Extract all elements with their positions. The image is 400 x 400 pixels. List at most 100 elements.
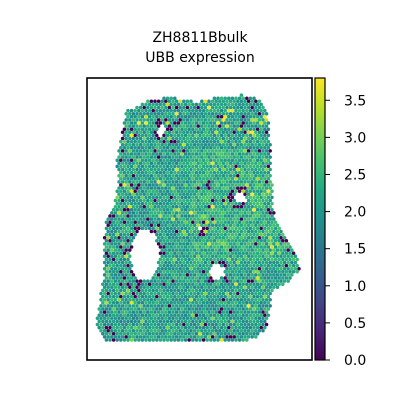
- spot-point: [128, 217, 132, 221]
- spot-point: [239, 316, 244, 321]
- spot-point: [198, 294, 202, 299]
- spot-point: [160, 155, 164, 159]
- spot-point: [252, 313, 256, 317]
- spot-point: [144, 319, 148, 324]
- spot-point: [255, 263, 260, 268]
- spot-point: [122, 226, 127, 231]
- spot-point: [135, 186, 139, 190]
- spot-point: [255, 220, 260, 224]
- spot-point: [207, 99, 211, 104]
- spot-point: [214, 260, 218, 265]
- spot-point: [156, 285, 161, 290]
- spot-point: [187, 263, 191, 268]
- spot-point: [180, 301, 184, 305]
- spot-point: [128, 142, 132, 147]
- spot-point: [158, 139, 163, 144]
- spot-point: [210, 130, 215, 135]
- spot-point: [268, 142, 272, 147]
- spot-point: [117, 335, 121, 339]
- spot-point: [180, 139, 184, 144]
- spot-point: [281, 257, 285, 262]
- spot-point: [214, 167, 218, 172]
- spot-point: [160, 118, 164, 122]
- spot-point: [155, 325, 159, 330]
- spot-point: [151, 127, 155, 131]
- spot-point: [239, 130, 244, 135]
- spot-point: [268, 217, 272, 221]
- spot-point: [218, 149, 222, 153]
- spot-point: [178, 235, 182, 240]
- spot-point: [126, 139, 130, 144]
- spot-point: [212, 226, 217, 231]
- spot-point: [254, 260, 258, 265]
- spot-point: [158, 177, 163, 181]
- spot-point: [174, 198, 179, 203]
- spot-point: [268, 229, 272, 234]
- spot-point: [128, 124, 132, 128]
- spot-point: [239, 285, 244, 290]
- spot-point: [255, 102, 260, 107]
- spot-point: [207, 192, 211, 197]
- spot-point: [205, 313, 209, 317]
- spot-point: [225, 254, 229, 259]
- spot-point: [120, 130, 125, 135]
- spot-point: [227, 177, 231, 181]
- spot-point: [198, 139, 202, 144]
- spot-point: [212, 146, 217, 150]
- spot-point: [111, 276, 116, 280]
- spot-point: [158, 288, 163, 293]
- spot-point: [239, 297, 244, 302]
- spot-point: [185, 161, 190, 166]
- spot-point: [209, 121, 213, 125]
- spot-point: [209, 251, 213, 255]
- spot-point: [124, 136, 128, 141]
- spot-point: [120, 254, 125, 259]
- spot-point: [227, 170, 231, 175]
- spot-point: [115, 158, 119, 162]
- spot-point: [138, 149, 143, 153]
- spot-point: [264, 273, 269, 277]
- spot-point: [196, 310, 200, 314]
- spot-point: [201, 146, 206, 150]
- spot-point: [142, 173, 146, 178]
- spot-point: [207, 136, 211, 141]
- spot-point: [146, 130, 150, 135]
- spot-point: [201, 288, 206, 293]
- spot-point: [214, 316, 218, 321]
- spot-point: [135, 279, 139, 283]
- spot-point: [122, 257, 127, 262]
- spot-point: [137, 108, 141, 113]
- spot-point: [185, 291, 190, 296]
- spot-point: [196, 111, 200, 116]
- spot-point: [180, 245, 184, 249]
- spot-point: [129, 189, 134, 193]
- spot-point: [164, 297, 168, 302]
- spot-point: [219, 232, 224, 237]
- spot-point: [151, 177, 155, 181]
- spot-point: [167, 118, 172, 122]
- spot-point: [221, 235, 226, 240]
- spot-point: [117, 248, 121, 252]
- spot-point: [239, 142, 244, 147]
- spot-point: [219, 282, 224, 286]
- spot-point: [101, 301, 105, 305]
- spot-point: [205, 108, 209, 113]
- spot-point: [232, 155, 236, 159]
- spot-point: [228, 328, 233, 333]
- spot-point: [153, 167, 157, 172]
- spot-point: [174, 173, 179, 178]
- spot-point: [223, 139, 227, 144]
- spot-point: [126, 257, 130, 262]
- spot-point: [180, 152, 184, 156]
- spot-point: [250, 291, 254, 296]
- spot-point: [228, 335, 233, 339]
- spot-point: [191, 282, 195, 286]
- spot-point: [205, 208, 209, 212]
- spot-point: [174, 223, 179, 228]
- spot-point: [129, 108, 134, 113]
- spot-point: [264, 142, 269, 147]
- spot-point: [133, 208, 137, 212]
- spot-point: [230, 164, 235, 169]
- spot-point: [113, 235, 118, 240]
- spot-point: [246, 173, 251, 178]
